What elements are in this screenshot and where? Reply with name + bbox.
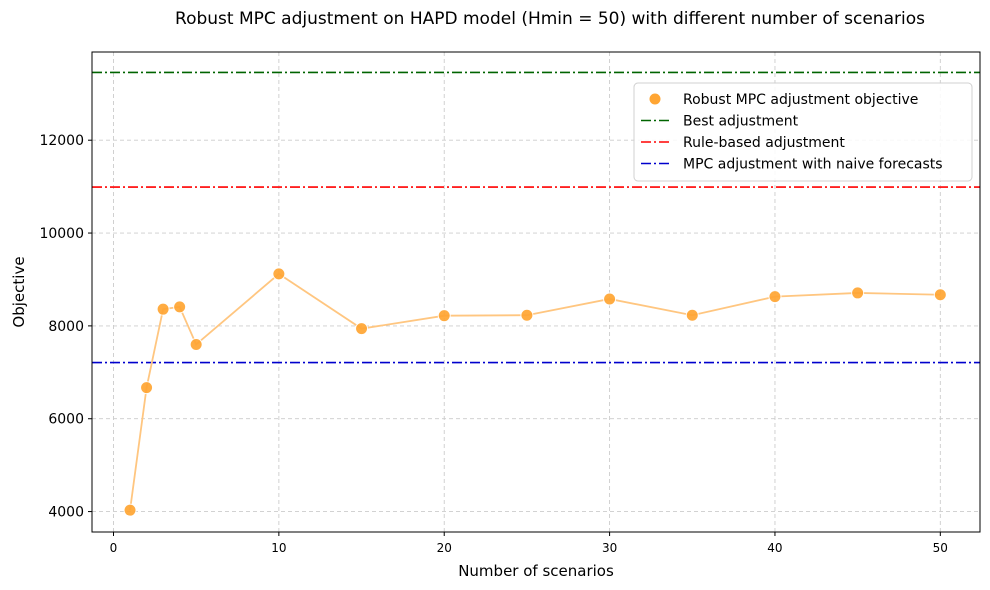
data-point: [123, 503, 137, 517]
data-point: [189, 337, 203, 351]
chart-title: Robust MPC adjustment on HAPD model (Hmi…: [175, 9, 925, 29]
data-point: [355, 322, 369, 336]
data-point: [603, 292, 617, 306]
legend-box: [633, 82, 973, 182]
y-axis-label: Objective: [10, 256, 28, 327]
reference-lines: [92, 71, 980, 364]
data-point: [173, 300, 187, 314]
y-tick-label: 4000: [48, 505, 84, 521]
legend-marker: [648, 92, 662, 106]
data-point: [851, 286, 865, 300]
legend: Robust MPC adjustment objective Best adju…: [633, 82, 973, 182]
data-point: [140, 381, 154, 395]
x-tick-label: 30: [602, 541, 617, 555]
data-point: [685, 308, 699, 322]
data-point: [272, 267, 286, 281]
x-tick-label: 50: [933, 541, 948, 555]
y-tick-label: 12000: [39, 133, 84, 149]
data-point: [437, 309, 451, 323]
x-axis-label: Number of scenarios: [458, 562, 614, 580]
x-tick-label: 40: [767, 541, 782, 555]
y-tick-label: 10000: [39, 226, 84, 242]
data-point: [156, 302, 170, 316]
data-point: [768, 290, 782, 304]
legend-label: Rule-based adjustment: [683, 135, 845, 151]
y-tick-label: 8000: [48, 319, 84, 335]
legend-label: Robust MPC adjustment objective: [683, 92, 918, 108]
legend-label: MPC adjustment with naive forecasts: [683, 157, 943, 173]
y-tick-label: 6000: [48, 412, 84, 428]
series-line: [129, 272, 941, 511]
y-axis: 4000 6000 8000 10000 12000: [39, 133, 92, 521]
legend-label: Best adjustment: [683, 114, 799, 130]
data-point: [520, 308, 534, 322]
x-axis: 0 10 20 30 40 50: [110, 532, 948, 555]
data-point: [933, 288, 947, 302]
x-tick-label: 0: [110, 541, 118, 555]
plot-frame: [91, 51, 981, 533]
data-series: [123, 267, 947, 517]
x-tick-label: 20: [437, 541, 452, 555]
x-tick-label: 10: [271, 541, 286, 555]
